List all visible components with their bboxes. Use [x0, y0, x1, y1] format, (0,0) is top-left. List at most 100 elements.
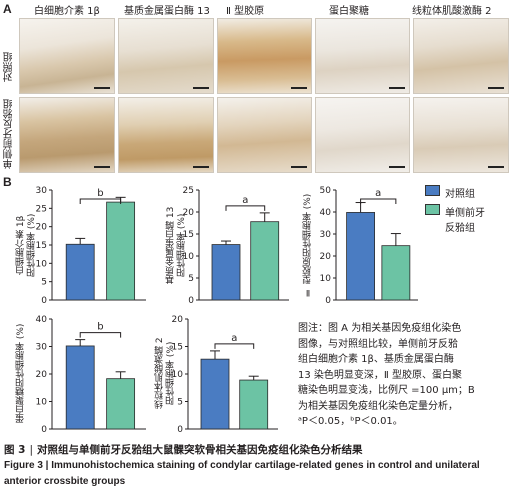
column-title-ckmt2: 线粒体肌酸激酶 2: [412, 6, 492, 17]
legend-label-crossbite: 单侧前牙 反𬌗组: [445, 208, 485, 234]
y-tick-label: 20: [36, 370, 48, 380]
bar-chart-il1b: 0 5 10 15 20 25 30 b: [36, 186, 146, 306]
y-title-col2: Ⅱ 型胶原阳性细胞率 (%): [303, 193, 313, 297]
significance-label: a: [242, 195, 248, 206]
significance-label: a: [375, 188, 381, 199]
bar: [346, 212, 376, 301]
y-tick-label: 50: [320, 186, 332, 196]
bar: [65, 243, 95, 301]
bar: [106, 201, 136, 301]
figure-note: 图注：图 A 为相关基因免疫组化染色 图像，与对照组比较，单侧前牙反𬌗 组白细胞…: [298, 321, 510, 430]
y-tick-label: 0: [188, 296, 194, 306]
panel-b-label: B: [3, 175, 12, 189]
micrograph-crossbite-ckmt2: [413, 97, 509, 173]
scale-bar: [291, 87, 307, 89]
significance-bracket: [360, 198, 397, 204]
y-tick-label: 20: [172, 315, 184, 325]
y-tick-label: 15: [183, 230, 194, 240]
scale-bar: [193, 87, 209, 89]
y-title-aggrecan: 蛋白聚糖阳性细胞率 (%): [16, 323, 26, 423]
micrograph-control-col2: [217, 18, 312, 94]
y-tick-label: 30: [36, 343, 48, 353]
micrograph-control-aggrecan: [315, 18, 410, 94]
scale-bar: [488, 166, 504, 168]
significance-bracket: [225, 205, 266, 211]
y-tick-label: 10: [320, 274, 332, 284]
bar: [106, 378, 136, 430]
caption-number: 图 3: [4, 444, 26, 456]
y-tick-label: 5: [41, 278, 47, 288]
y-tick-label: 25: [183, 186, 194, 196]
note-line: 图像，与对照组比较，单侧前牙反𬌗: [298, 338, 458, 350]
legend-item-crossbite: 单侧前牙 反𬌗组: [425, 204, 485, 234]
y-tick-label: 40: [320, 208, 332, 218]
y-tick-label: 5: [177, 398, 183, 408]
column-title-aggrecan: 蛋白聚糖: [329, 6, 369, 17]
legend-item-control: 对照组: [425, 185, 485, 200]
scale-bar: [488, 87, 504, 89]
bar: [381, 245, 411, 301]
y-tick-label: 40: [36, 315, 48, 325]
micrograph-crossbite-aggrecan: [315, 97, 410, 173]
note-line: 图注：图 A 为相关基因免疫组化染色: [298, 323, 462, 334]
caption-text: 对照组与单侧前牙反𬌗组大鼠髁突软骨相关基因免疫组化染色分析结果: [37, 444, 363, 456]
note-line: 13 染色明显变深，Ⅱ 型胶原、蛋白聚: [298, 369, 463, 381]
legend-label-control: 对照组: [445, 189, 475, 200]
y-tick-label: 0: [41, 425, 47, 435]
y-tick-label: 25: [36, 204, 47, 214]
y-tick-label: 0: [41, 296, 47, 306]
significance-label: a: [231, 333, 237, 344]
note-line: 糖染色明显变浅，比例尺 =100 μm；B: [298, 385, 475, 396]
caption-separator: |: [29, 444, 34, 456]
scale-bar: [94, 166, 110, 168]
y-tick-label: 20: [320, 252, 332, 262]
y-tick-label: 10: [172, 370, 184, 380]
scale-bar: [389, 87, 405, 89]
significance-bracket: [79, 198, 122, 204]
note-line: 为相关基因免疫组化染色定量分析，: [298, 400, 458, 412]
y-tick-label: 20: [183, 208, 195, 218]
figure-caption-chinese: 图 3 | 对照组与单侧前牙反𬌗组大鼠髁突软骨相关基因免疫组化染色分析结果: [4, 442, 363, 457]
y-tick-label: 15: [36, 241, 47, 251]
scale-bar: [193, 166, 209, 168]
row-title-crossbite: 单侧前牙反𬌗组: [4, 99, 15, 169]
micrograph-crossbite-mmp13: [118, 97, 214, 173]
y-tick-label: 0: [325, 296, 331, 306]
scale-bar: [94, 87, 110, 89]
y-tick-label: 5: [188, 274, 194, 284]
micrograph-control-il1b: [19, 18, 115, 94]
bar-chart-mmp13: 0 5 10 15 20 25 a: [183, 186, 289, 306]
column-title-mmp13: 基质金属蛋白酶 13: [124, 6, 210, 17]
y-tick-label: 30: [36, 186, 48, 196]
significance-label: b: [97, 322, 103, 333]
legend-swatch-control: [425, 185, 440, 196]
micrograph-control-ckmt2: [413, 18, 509, 94]
column-title-il1b: 白细胞介素 1β: [34, 6, 100, 17]
figure-caption-english: Figure 3 | Immunohistochemica staining o…: [4, 460, 480, 487]
column-title-col2: Ⅱ 型胶原: [226, 6, 265, 17]
bar-chart-ckmt2: 0 5 10 15 20 a: [172, 315, 278, 435]
significance-bracket: [214, 343, 255, 349]
significance-bracket: [79, 332, 122, 338]
bar: [211, 244, 241, 301]
y-tick-label: 20: [36, 223, 48, 233]
note-line: ᵃP＜0.05，ᵇP＜0.01。: [298, 416, 403, 427]
micrograph-crossbite-il1b: [19, 97, 115, 173]
row-title-control: 对照组: [4, 52, 15, 82]
significance-label: b: [97, 188, 103, 199]
bar-chart-aggrecan: 0 10 20 30 40 b: [36, 315, 146, 435]
legend-swatch-crossbite: [425, 204, 440, 215]
bar: [239, 379, 269, 430]
y-tick-label: 10: [183, 252, 195, 262]
y-tick-label: 0: [177, 425, 183, 435]
bar: [65, 345, 95, 430]
bar: [200, 358, 230, 430]
scale-bar: [291, 166, 307, 168]
legend: 对照组 单侧前牙 反𬌗组: [425, 185, 485, 238]
scale-bar: [389, 166, 405, 168]
bar-chart-col2: 0 10 20 30 40 50 a: [320, 186, 418, 306]
y-tick-label: 30: [320, 230, 332, 240]
y-tick-label: 15: [172, 343, 183, 353]
y-tick-label: 10: [36, 259, 48, 269]
note-line: 组白细胞介素 1β、基质金属蛋白酶: [298, 354, 454, 365]
